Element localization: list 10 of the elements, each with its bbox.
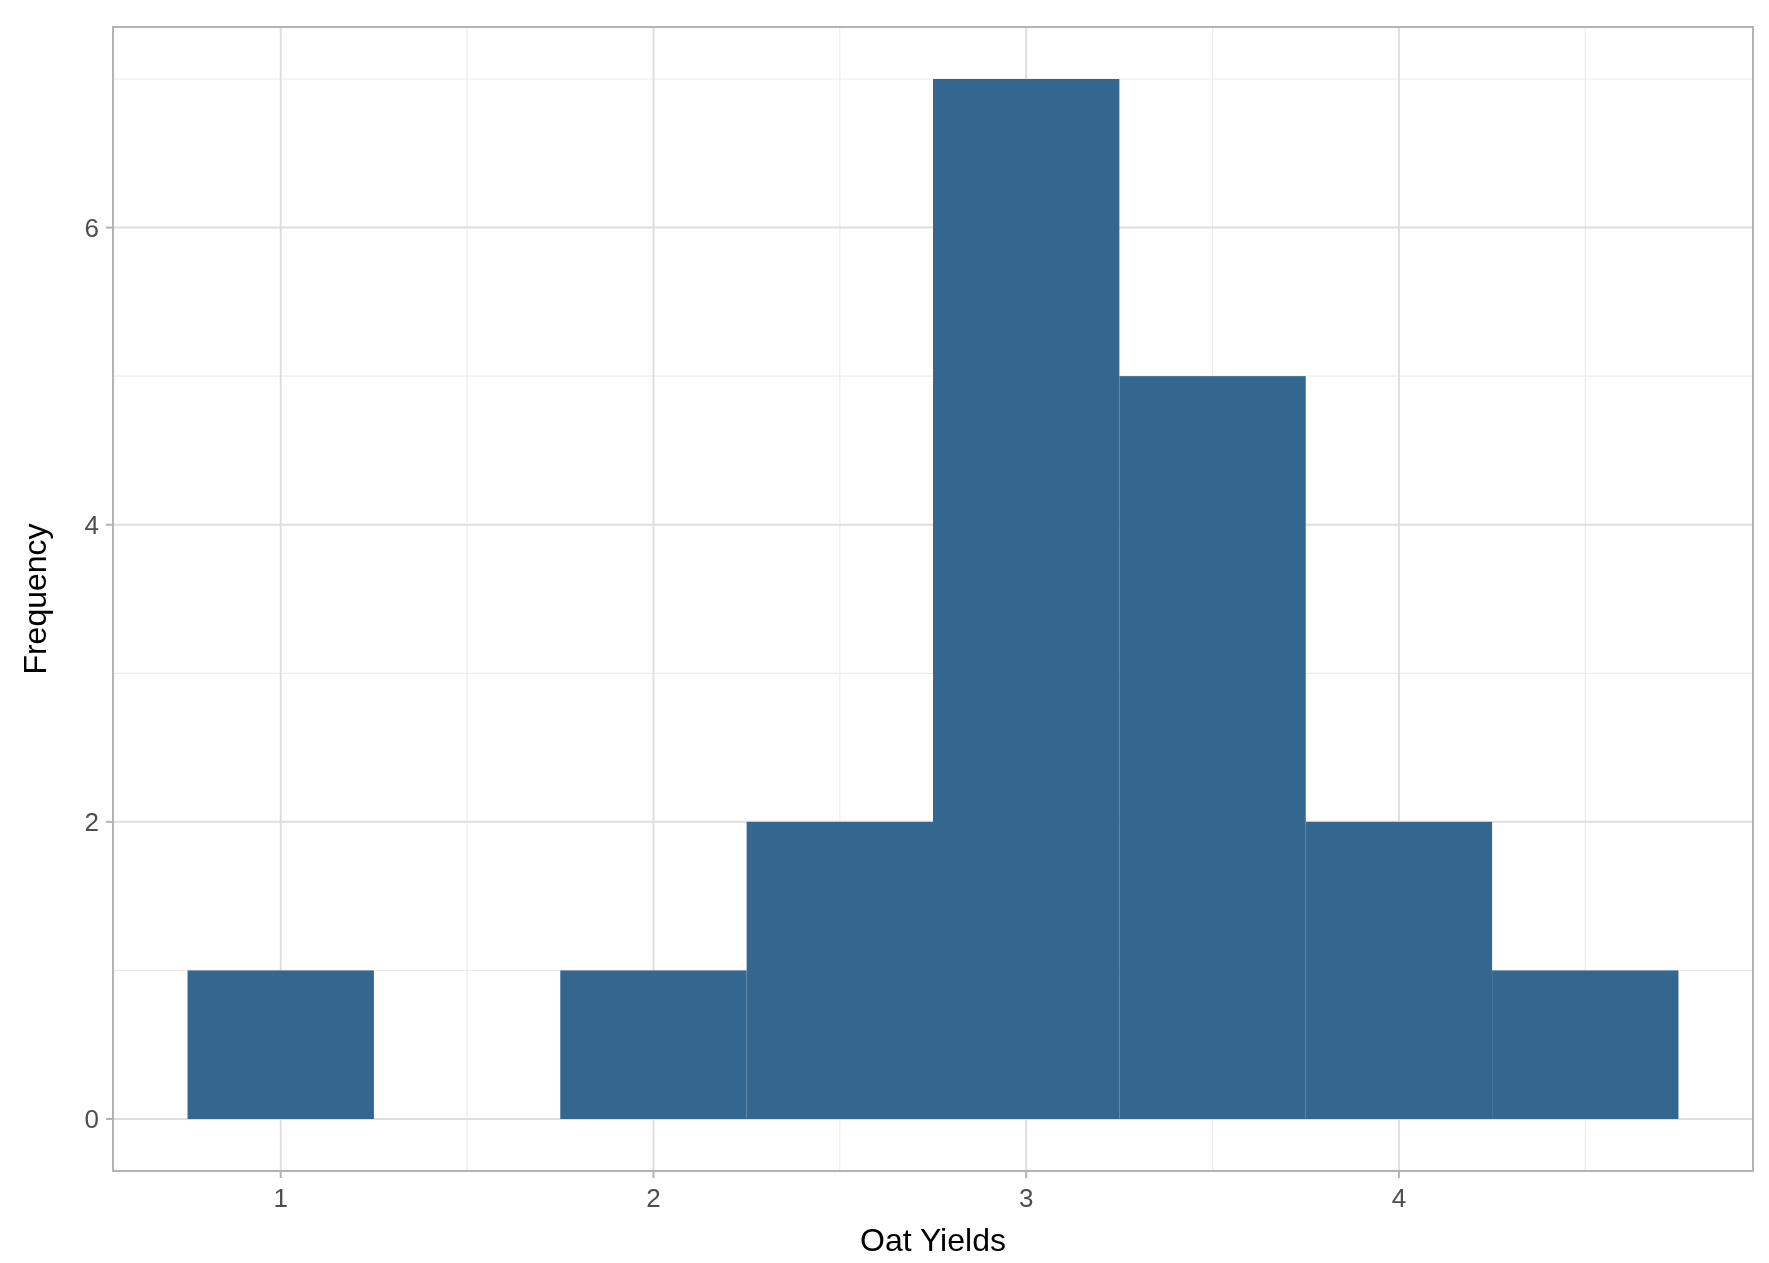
y-tick-label: 4 [84, 509, 99, 540]
x-tick-label: 2 [646, 1183, 661, 1213]
y-tick-label: 2 [84, 806, 99, 837]
x-tick-label: 3 [1018, 1183, 1034, 1213]
y-axis-title: Frequency [17, 523, 53, 675]
y-tick-label: 6 [84, 212, 99, 243]
x-tick-label: 1 [273, 1183, 288, 1213]
y-tick-label: 0 [84, 1104, 99, 1135]
x-tick-label: 4 [1391, 1183, 1407, 1213]
x-axis-title: Oat Yields [860, 1222, 1006, 1258]
